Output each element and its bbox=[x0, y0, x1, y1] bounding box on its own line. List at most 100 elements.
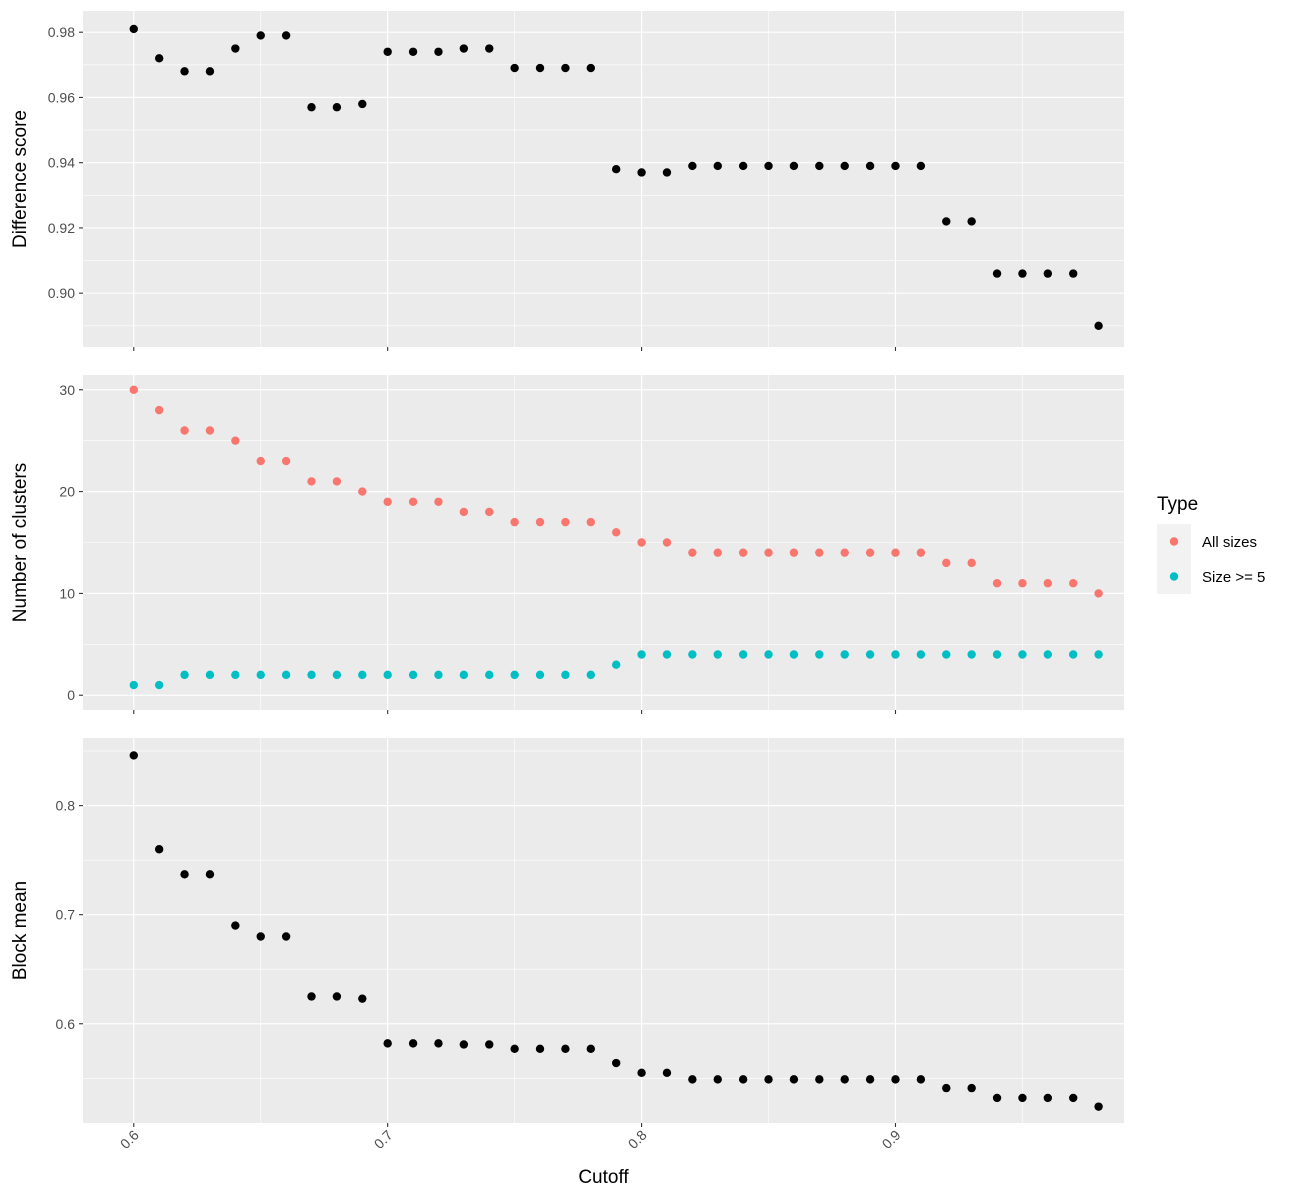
data-point bbox=[434, 47, 443, 56]
data-point bbox=[459, 670, 469, 680]
data-point bbox=[485, 44, 494, 53]
data-point bbox=[611, 1058, 621, 1068]
y-tick-label: 30 bbox=[59, 382, 75, 398]
data-point bbox=[408, 1039, 418, 1048]
data-point bbox=[205, 67, 215, 76]
data-point bbox=[231, 670, 240, 680]
data-point bbox=[231, 921, 240, 930]
y-tick-label: 0.98 bbox=[48, 24, 75, 40]
data-point bbox=[738, 161, 748, 171]
data-point bbox=[281, 670, 291, 680]
data-point bbox=[408, 497, 418, 506]
data-point bbox=[865, 161, 875, 171]
data-point bbox=[332, 992, 342, 1001]
data-point bbox=[891, 161, 900, 171]
y-tick-label: 0 bbox=[67, 687, 75, 703]
data-point bbox=[307, 992, 316, 1001]
data-point bbox=[535, 670, 545, 680]
data-point bbox=[764, 1075, 773, 1084]
data-point bbox=[611, 528, 621, 537]
data-point bbox=[256, 456, 265, 466]
legend: Type All sizes Size >= 5 bbox=[1157, 494, 1265, 594]
data-point bbox=[738, 1075, 748, 1084]
data-point bbox=[789, 548, 799, 557]
data-point bbox=[332, 103, 342, 112]
data-point bbox=[789, 650, 799, 659]
data-point bbox=[408, 47, 418, 56]
data-point bbox=[942, 1083, 951, 1093]
data-point bbox=[1069, 1093, 1078, 1103]
data-point bbox=[637, 538, 646, 547]
data-point bbox=[688, 161, 697, 171]
data-point bbox=[205, 426, 215, 435]
data-point bbox=[281, 456, 291, 466]
panel-background bbox=[83, 11, 1124, 347]
data-point bbox=[916, 548, 926, 557]
x-tick-label: 0.8 bbox=[625, 1127, 650, 1152]
data-point bbox=[231, 44, 240, 53]
data-point bbox=[764, 650, 773, 659]
y-tick-label: 0.7 bbox=[56, 907, 76, 923]
data-point bbox=[535, 517, 545, 527]
panel-1: 0.90 0.92 0.94 0.96 0.98 Difference score bbox=[10, 11, 1124, 351]
data-point bbox=[383, 47, 392, 56]
data-point bbox=[510, 63, 519, 73]
y-axis-title: Block mean bbox=[10, 881, 31, 980]
data-point bbox=[154, 54, 164, 63]
data-point bbox=[129, 385, 138, 394]
data-point bbox=[1043, 269, 1053, 278]
data-point bbox=[231, 436, 240, 445]
data-point bbox=[586, 63, 596, 73]
data-point bbox=[1069, 579, 1078, 588]
data-point bbox=[1043, 650, 1053, 659]
data-point bbox=[180, 67, 189, 76]
x-tick-label: 0.7 bbox=[371, 1127, 396, 1152]
data-point bbox=[865, 1075, 875, 1084]
y-tick-label: 0.94 bbox=[48, 155, 75, 171]
data-point bbox=[129, 751, 138, 760]
data-point bbox=[586, 1044, 596, 1054]
data-point bbox=[662, 168, 672, 177]
data-point bbox=[891, 1075, 900, 1084]
data-point bbox=[332, 670, 342, 680]
data-point bbox=[154, 680, 164, 690]
data-point bbox=[358, 994, 367, 1003]
panel-2: 0 10 20 30 Number of clusters bbox=[10, 375, 1124, 714]
x-tick-label: 0.9 bbox=[879, 1127, 904, 1152]
panel-background bbox=[83, 738, 1124, 1123]
data-point bbox=[637, 650, 646, 659]
data-point bbox=[916, 161, 926, 171]
panel-3: 0.6 0.7 0.8 Block mean bbox=[10, 738, 1124, 1127]
legend-title: Type bbox=[1157, 494, 1198, 515]
data-point bbox=[256, 932, 265, 941]
legend-label: Size >= 5 bbox=[1202, 569, 1265, 586]
data-point bbox=[662, 1068, 672, 1078]
data-point bbox=[535, 63, 545, 73]
data-point bbox=[307, 670, 316, 680]
data-point bbox=[1069, 650, 1078, 659]
data-point bbox=[1069, 269, 1078, 278]
data-point bbox=[180, 670, 189, 680]
data-point bbox=[307, 477, 316, 486]
y-tick-label: 20 bbox=[59, 484, 75, 500]
data-point bbox=[738, 548, 748, 557]
data-point bbox=[1018, 1093, 1027, 1103]
data-point bbox=[713, 548, 722, 557]
data-point bbox=[434, 670, 443, 680]
data-point bbox=[1018, 269, 1027, 278]
data-point bbox=[942, 217, 951, 226]
data-point bbox=[916, 1075, 926, 1084]
data-point bbox=[383, 670, 392, 680]
data-point bbox=[688, 548, 697, 557]
data-point bbox=[916, 650, 926, 659]
data-point bbox=[662, 650, 672, 659]
data-point bbox=[637, 168, 646, 177]
data-point bbox=[789, 161, 799, 171]
data-point bbox=[891, 650, 900, 659]
y-tick-label: 0.92 bbox=[48, 220, 75, 236]
data-point bbox=[586, 670, 596, 680]
data-point bbox=[535, 1044, 545, 1054]
data-point bbox=[1094, 650, 1103, 659]
data-point bbox=[713, 1075, 722, 1084]
